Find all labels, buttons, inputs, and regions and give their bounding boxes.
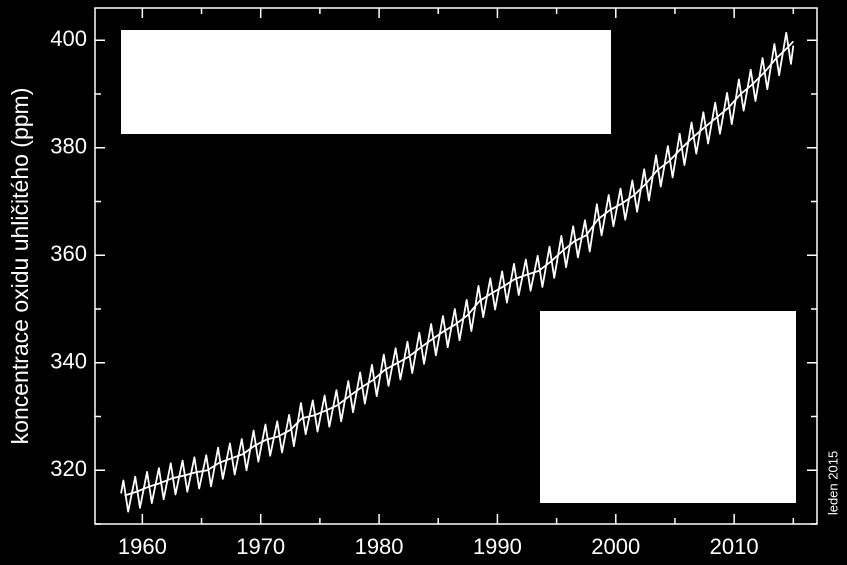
y-axis-title: koncentrace oxidu uhličitého (ppm) (7, 88, 33, 445)
x-tick-label: 1960 (118, 534, 167, 559)
date-note: leden 2015 (825, 451, 840, 515)
y-tick-label: 360 (50, 241, 87, 266)
y-tick-label: 340 (50, 349, 87, 374)
y-tick-label: 380 (50, 134, 87, 159)
x-tick-label: 1980 (355, 534, 404, 559)
x-tick-label: 1970 (236, 534, 285, 559)
x-tick-label: 2010 (710, 534, 759, 559)
axes-frame (94, 7, 818, 525)
co2-line (120, 31, 795, 513)
plot-area (120, 31, 795, 513)
x-tick-label: 2000 (591, 534, 640, 559)
co2-line (124, 40, 794, 497)
blank-box (540, 311, 796, 503)
x-tick-label: 1990 (473, 534, 522, 559)
y-tick-label: 320 (50, 456, 87, 481)
blank-box (121, 30, 611, 134)
y-tick-label: 400 (50, 26, 87, 51)
